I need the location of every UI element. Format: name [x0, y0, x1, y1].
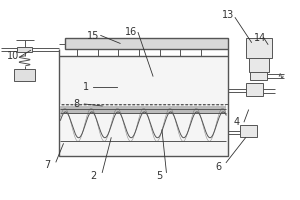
Text: 15: 15	[87, 31, 100, 41]
Bar	[246, 38, 272, 58]
Text: 8: 8	[74, 99, 80, 109]
Bar	[240, 125, 257, 137]
Text: 13: 13	[221, 10, 234, 20]
Text: 10: 10	[7, 51, 20, 61]
Text: 1: 1	[83, 82, 89, 92]
Bar	[250, 72, 267, 80]
Text: 5: 5	[156, 171, 162, 181]
Bar	[246, 83, 263, 96]
Text: 4: 4	[233, 117, 240, 127]
Bar	[17, 47, 32, 52]
Bar	[59, 56, 228, 156]
Text: 6: 6	[216, 162, 222, 172]
Bar	[249, 58, 268, 72]
Bar	[14, 69, 35, 81]
Text: 14: 14	[254, 33, 267, 43]
Bar	[60, 105, 226, 113]
Text: 16: 16	[124, 27, 137, 37]
Text: 7: 7	[44, 160, 50, 170]
Text: 2: 2	[90, 171, 96, 181]
Bar	[65, 38, 228, 49]
